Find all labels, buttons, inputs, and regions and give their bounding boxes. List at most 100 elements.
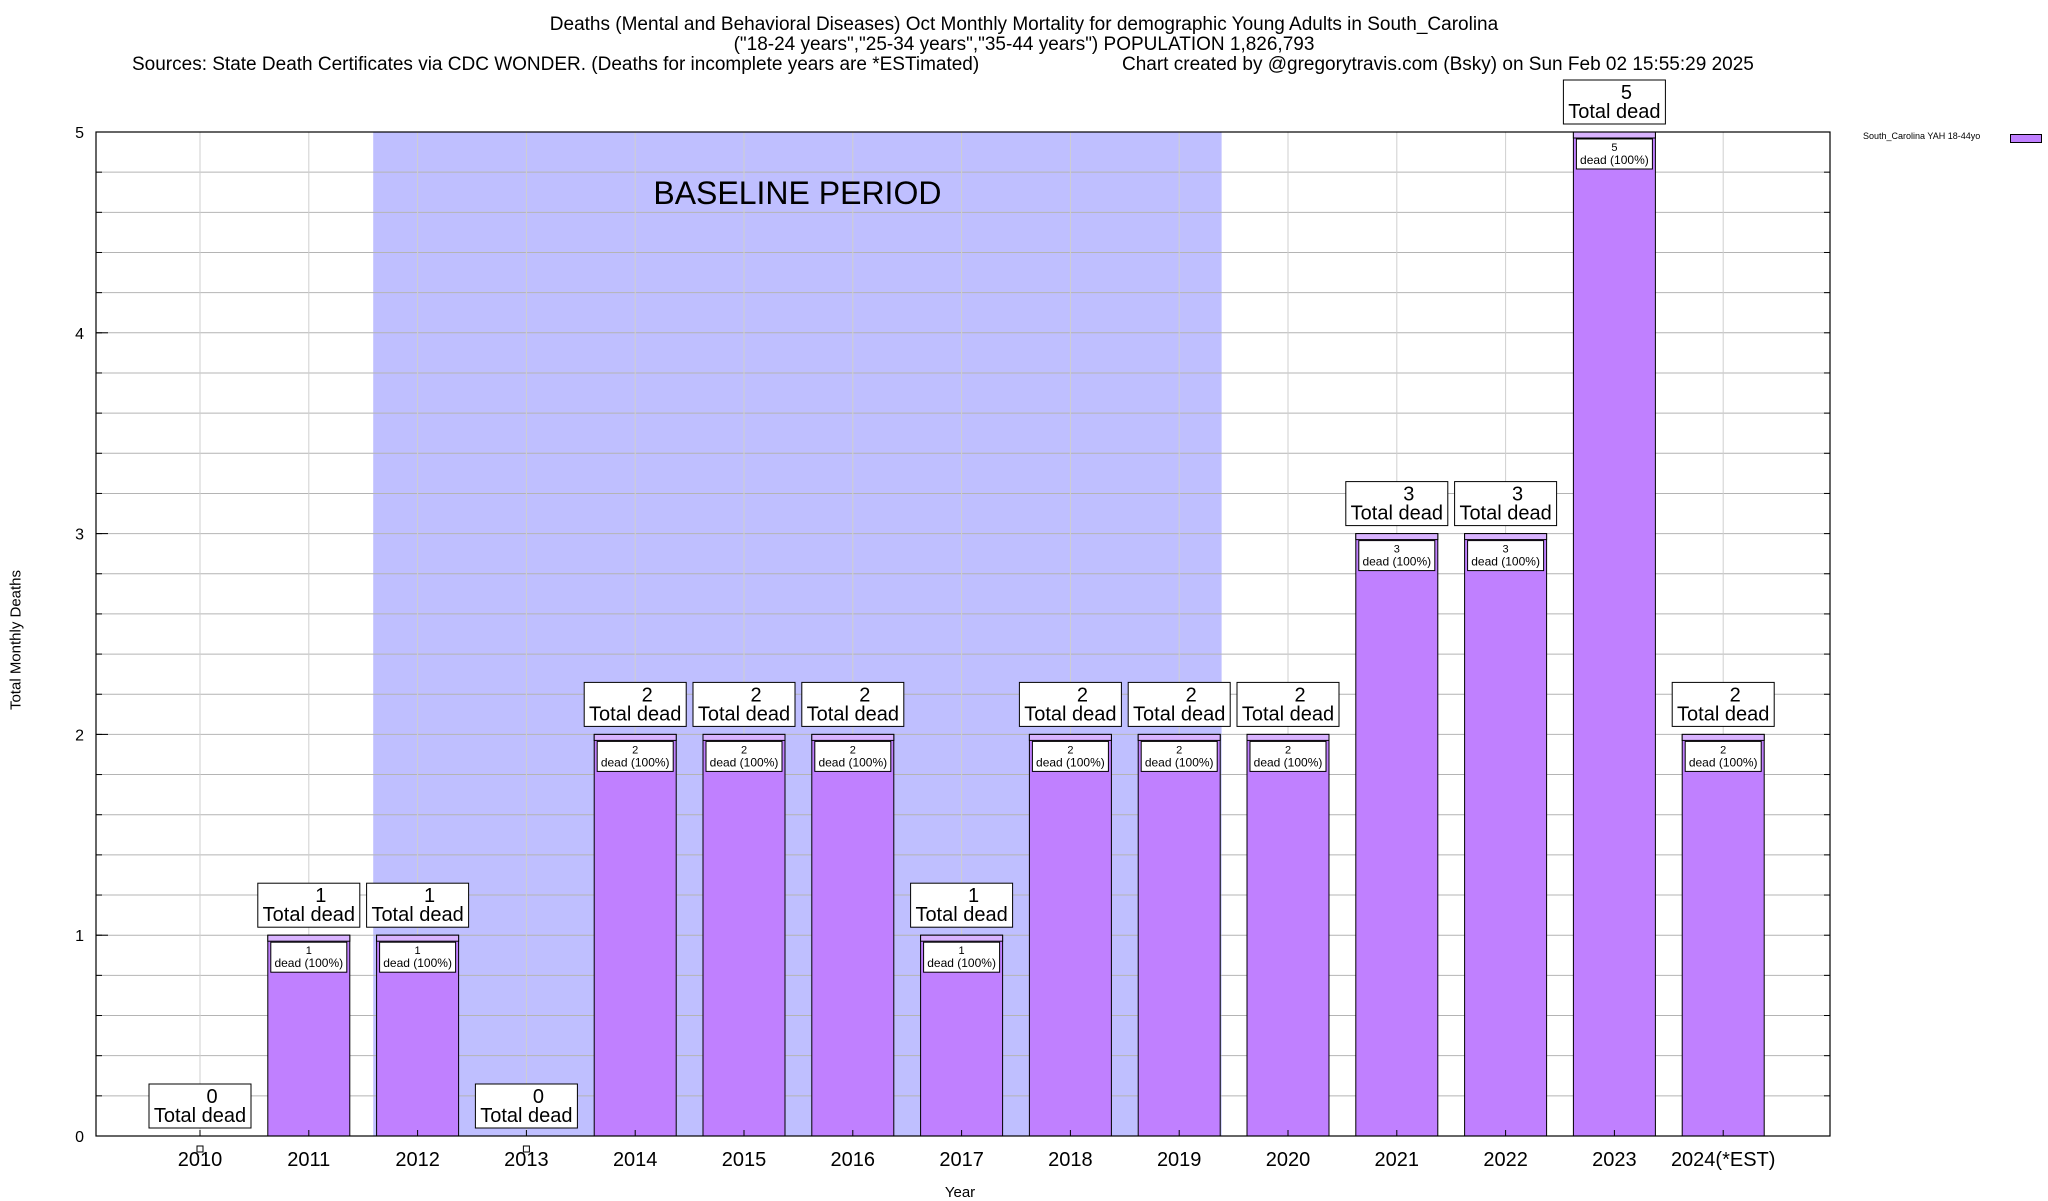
y-tick-label: 3 (75, 527, 84, 544)
total-label-text: Total dead (807, 703, 899, 725)
total-label-text: Total dead (1568, 101, 1660, 123)
segment-label-text: dead (100%) (1254, 755, 1323, 769)
x-tick-label: 2016 (831, 1149, 876, 1171)
total-label-value: 0 (206, 1086, 217, 1108)
total-label-value: 2 (1294, 684, 1305, 706)
segment-label-text: dead (100%) (601, 755, 670, 769)
total-label-box (1345, 481, 1449, 527)
chart-title: Deaths (Mental and Behavioral Diseases) … (549, 14, 1499, 35)
x-tick-label: 2023 (1592, 1149, 1637, 1171)
segment-label-text: dead (100%) (1145, 755, 1214, 769)
segment-label-text: dead (100%) (274, 956, 343, 970)
total-label-text: Total dead (698, 703, 790, 725)
bar-cap (920, 934, 1004, 942)
total-label-text: Total dead (1133, 703, 1225, 725)
x-tick-label: 2018 (1048, 1149, 1093, 1171)
legend-swatch (2010, 134, 2042, 143)
total-label-text: Total dead (1024, 703, 1116, 725)
total-label-value: 1 (315, 885, 326, 907)
chart-sources: Sources: State Death Certificates via CD… (132, 54, 980, 75)
zero-marker (522, 1145, 530, 1153)
y-tick-label: 1 (75, 928, 84, 945)
total-label-value: 2 (859, 684, 870, 706)
total-label-text: Total dead (263, 904, 355, 926)
bar (1355, 533, 1439, 1137)
segment-label-value: 2 (1067, 744, 1073, 756)
bar (1028, 733, 1112, 1137)
y-tick-label: 0 (75, 1129, 84, 1146)
bar (593, 733, 677, 1137)
segment-label-text: dead (100%) (383, 956, 452, 970)
x-axis-label: Year (944, 1184, 976, 1201)
x-tick-label: 2011 (287, 1149, 330, 1171)
segment-label-box (923, 941, 1001, 973)
total-label-box (1127, 681, 1231, 727)
total-label-text: Total dead (915, 904, 1007, 926)
segment-label-text: dead (100%) (1471, 555, 1540, 569)
segment-label-value: 2 (741, 744, 747, 756)
total-label-text: Total dead (371, 904, 463, 926)
segment-label-value: 2 (1720, 744, 1726, 756)
segment-label-text: dead (100%) (1580, 153, 1649, 167)
segment-label-value: 3 (1503, 544, 1509, 556)
total-label-text: Total dead (1242, 703, 1334, 725)
bar-cap (702, 733, 786, 741)
bar-cap (1464, 533, 1548, 541)
segment-label-box (1575, 138, 1653, 170)
bar-cap (376, 934, 460, 942)
total-label-value: 0 (533, 1086, 544, 1108)
segment-label-box (705, 740, 783, 772)
total-label-box (1236, 681, 1340, 727)
segment-label-value: 1 (415, 945, 421, 957)
total-label-value: 1 (968, 885, 979, 907)
total-label-box (1562, 79, 1666, 125)
x-tick-label: 2013 (504, 1149, 549, 1171)
segment-label-box (1140, 740, 1218, 772)
total-label-value: 2 (750, 684, 761, 706)
x-tick-label: 2010 (178, 1149, 223, 1171)
segment-label-value: 3 (1394, 544, 1400, 556)
chart-credit: Chart created by @gregorytravis.com (Bsk… (1122, 54, 1754, 75)
segment-label-text: dead (100%) (1362, 555, 1431, 569)
total-label-box (366, 882, 470, 928)
baseline-label: BASELINE PERIOD (653, 175, 941, 211)
segment-label-box (1684, 740, 1762, 772)
segment-label-value: 2 (1176, 744, 1182, 756)
y-tick-label: 4 (75, 326, 84, 343)
segment-label-value: 1 (959, 945, 965, 957)
x-tick-label: 2014 (613, 1149, 658, 1171)
total-label-box (692, 681, 796, 727)
total-label-box (257, 882, 361, 928)
bar (1246, 733, 1330, 1137)
segment-label-value: 2 (1285, 744, 1291, 756)
total-label-text: Total dead (1351, 503, 1443, 525)
bar-cap (1355, 533, 1439, 541)
bar-cap (593, 733, 677, 741)
x-tick-label: 2019 (1157, 1149, 1202, 1171)
total-label-box (1454, 481, 1558, 527)
total-label-text: Total dead (480, 1105, 572, 1127)
bar (1681, 733, 1765, 1137)
segment-label-box (1358, 540, 1436, 572)
total-label-value: 1 (424, 885, 435, 907)
y-axis-label: Total Monthly Deaths (7, 569, 25, 711)
zero-marker (196, 1145, 204, 1153)
bar-cap (1572, 131, 1656, 139)
segment-label-text: dead (100%) (1689, 755, 1758, 769)
bar-cap (1246, 733, 1330, 741)
total-label-box (583, 681, 687, 727)
total-label-box (148, 1083, 252, 1129)
segment-label-text: dead (100%) (818, 755, 887, 769)
total-label-value: 2 (1077, 684, 1088, 706)
total-label-box (1018, 681, 1122, 727)
segment-label-value: 2 (850, 744, 856, 756)
total-label-box (910, 882, 1014, 928)
segment-label-box (270, 941, 348, 973)
total-label-value: 2 (642, 684, 653, 706)
segment-label-box (1031, 740, 1109, 772)
bar-cap (1137, 733, 1221, 741)
total-label-text: Total dead (1459, 503, 1551, 525)
x-tick-label: 2015 (722, 1149, 767, 1171)
x-tick-label: 2017 (939, 1149, 984, 1171)
